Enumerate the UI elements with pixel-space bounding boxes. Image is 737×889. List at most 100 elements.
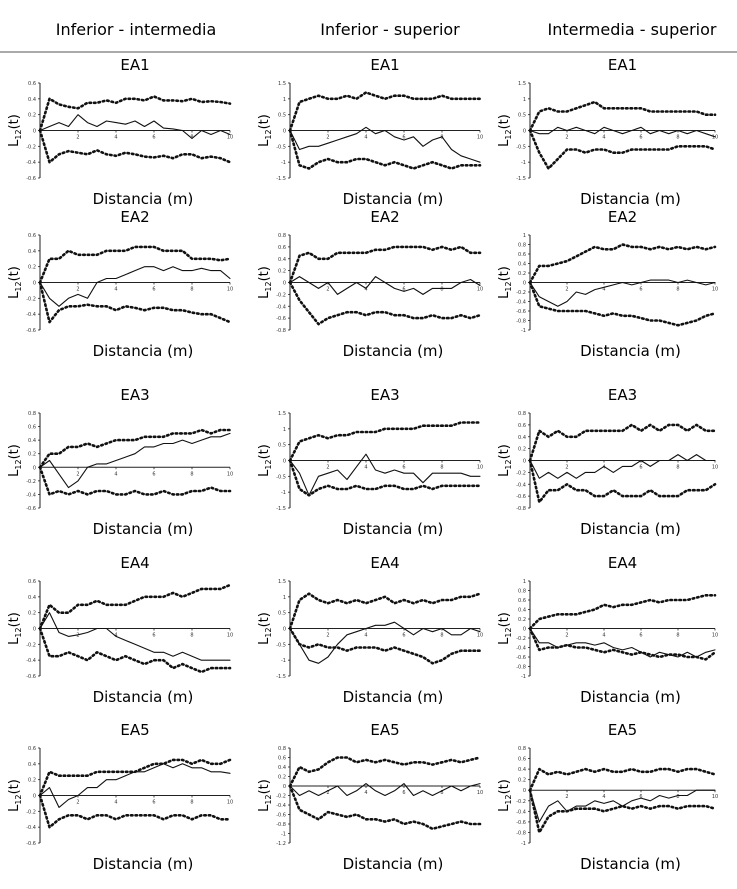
x-axis-label: Distancia (m) [580, 190, 681, 208]
chart-title: EA4 [120, 554, 149, 572]
l12-series-line [289, 453, 481, 496]
y-tick-label: -0.4 [26, 658, 36, 664]
y-tick-label: 1.5 [278, 81, 286, 87]
chart-panel-15: EA5 0.8 0.6 0.4 0.2 0 -0.2 -0.4 -0.6 -0.8 -1 2 4 6 8 10… [497, 721, 718, 873]
envelope-lower-line [528, 788, 717, 834]
y-tick-label: -1 [281, 160, 286, 166]
y-tick-label: -0.6 [26, 176, 36, 182]
x-tick-label: 2 [326, 135, 329, 141]
y-tick-label: -0.4 [276, 304, 286, 310]
envelope-upper-line [38, 245, 232, 284]
y-tick-label: 0.8 [518, 243, 526, 249]
y-tick-label: 1.5 [278, 579, 286, 585]
x-tick-label: 8 [190, 287, 193, 293]
envelope-upper-line [38, 583, 232, 630]
l12-series-line [289, 621, 481, 664]
y-tick-label: 0 [33, 465, 36, 471]
y-tick-label: -0.5 [516, 144, 526, 150]
x-axis-label: Distancia (m) [580, 688, 681, 706]
chart-title: EA1 [370, 56, 399, 74]
x-axis-label: Distancia (m) [343, 520, 444, 538]
y-tick-label: -1 [521, 841, 526, 847]
y-tick-label: -0.2 [26, 479, 36, 485]
x-tick-label: 10 [227, 471, 233, 477]
x-tick-label: 2 [76, 633, 79, 639]
chart-panel-8: EA3 1.5 1 0.5 0 -0.5 -1 -1.5 2 4 6 8 10 L12(t) Distanc… [257, 386, 483, 538]
l12-series-line [39, 114, 231, 139]
x-tick-label: 6 [639, 794, 642, 800]
x-tick-label: 6 [152, 800, 155, 806]
x-tick-label: 6 [402, 287, 405, 293]
y-tick-label: 0.8 [278, 233, 286, 239]
x-tick-label: 4 [114, 135, 117, 141]
y-tick-label: 0.8 [28, 411, 36, 417]
y-tick-label: -1.5 [516, 176, 526, 182]
y-tick-label: -1 [281, 490, 286, 496]
x-axis-label: Distancia (m) [580, 342, 681, 360]
x-tick-label: 2 [326, 465, 329, 471]
x-tick-label: 4 [114, 800, 117, 806]
y-tick-label: 0.6 [518, 757, 526, 763]
y-tick-label: -0.8 [516, 319, 526, 325]
x-tick-label: 4 [364, 633, 367, 639]
y-tick-label: -0.4 [516, 482, 526, 488]
x-tick-label: 4 [602, 794, 605, 800]
envelope-upper-line [528, 243, 717, 284]
y-tick-label: -0.4 [26, 160, 36, 166]
chart-panel-12: EA4 1 0.8 0.6 0.4 0.2 0 -0.2 -0.4 -0.6 -0.8 -1 2 4 6 8 1… [497, 554, 718, 706]
y-tick-label: -0.6 [516, 820, 526, 826]
l12-series-line [39, 763, 231, 808]
envelope-upper-line [528, 767, 717, 792]
y-tick-label: 0.2 [28, 265, 36, 271]
y-tick-label: 1.5 [278, 411, 286, 417]
chart-title: EA3 [120, 386, 149, 404]
x-tick-label: 6 [152, 633, 155, 639]
chart-panel-7: EA3 0.8 0.6 0.4 0.2 0 -0.2 -0.4 -0.6 2 4 6 8 10 L12(t)… [7, 386, 233, 538]
x-tick-label: 8 [440, 287, 443, 293]
envelope-upper-line [288, 756, 482, 788]
y-tick-label: 0.2 [278, 775, 286, 781]
x-tick-label: 6 [639, 465, 642, 471]
y-tick-label: 0.2 [518, 617, 526, 623]
y-tick-label: 0.2 [28, 778, 36, 784]
chart-panel-11: EA4 1.5 1 0.5 0 -0.5 -1 -1.5 2 4 6 8 10 L12(t) Distanc… [257, 554, 483, 706]
y-tick-label: 0.4 [278, 257, 286, 263]
x-tick-label: 2 [565, 794, 568, 800]
x-tick-label: 10 [227, 800, 233, 806]
y-tick-label: -0.4 [26, 825, 36, 831]
x-tick-label: 8 [676, 633, 679, 639]
envelope-lower-line [288, 784, 482, 831]
x-tick-label: 2 [76, 471, 79, 477]
x-axis-label: Distancia (m) [93, 855, 194, 873]
y-tick-label: -0.6 [26, 328, 36, 334]
envelope-upper-line [288, 592, 482, 630]
x-tick-label: 8 [190, 633, 193, 639]
chart-panel-10: EA4 0.6 0.4 0.2 0 -0.2 -0.4 -0.6 2 4 6 8 10 L12(t) Dis… [7, 554, 233, 706]
chart-panel-6: EA2 1 0.8 0.6 0.4 0.2 0 -0.2 -0.4 -0.6 -0.8 -1 2 4 6 8 1… [497, 208, 718, 360]
y-tick-label: 0.5 [278, 113, 286, 119]
x-axis-label: Distancia (m) [343, 342, 444, 360]
x-tick-label: 6 [402, 633, 405, 639]
envelope-lower-line [528, 459, 717, 504]
envelope-upper-line [528, 593, 717, 630]
y-tick-label: 0 [33, 794, 36, 800]
x-tick-label: 10 [477, 790, 483, 796]
y-axis-label: L12(t) [257, 266, 273, 299]
y-tick-label: -0.8 [516, 665, 526, 671]
y-tick-label: 0.6 [518, 423, 526, 429]
y-tick-label: 0 [283, 129, 286, 135]
x-tick-label: 10 [477, 135, 483, 141]
x-axis-label: Distancia (m) [93, 190, 194, 208]
envelope-lower-line [38, 129, 232, 164]
x-axis-label: Distancia (m) [343, 688, 444, 706]
x-tick-label: 8 [676, 794, 679, 800]
l12-series-line [39, 432, 231, 489]
y-axis-label: L12(t) [497, 266, 513, 299]
x-tick-label: 8 [676, 465, 679, 471]
x-tick-label: 4 [602, 135, 605, 141]
y-axis-label: L12(t) [257, 779, 273, 812]
y-tick-label: 0 [283, 459, 286, 465]
y-tick-label: -0.8 [516, 830, 526, 836]
chart-panel-1: EA1 0.6 0.4 0.2 0 -0.2 -0.4 -0.6 2 4 6 8 10 L12(t) Dis… [7, 56, 233, 208]
y-axis-label: L12(t) [257, 444, 273, 477]
